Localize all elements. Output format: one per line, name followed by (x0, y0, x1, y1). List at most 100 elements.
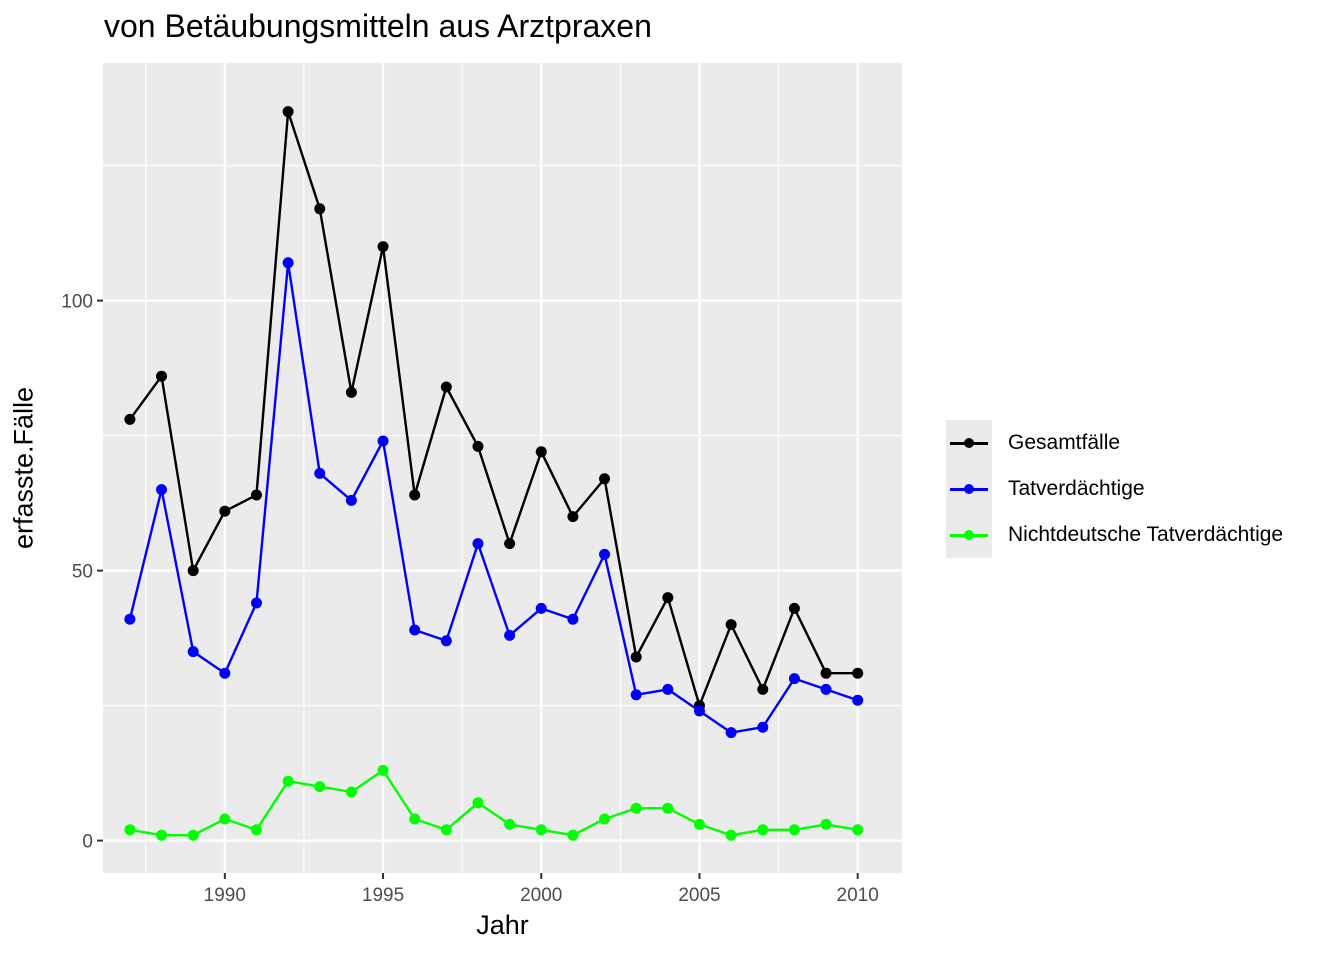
data-point (630, 802, 642, 814)
data-point (567, 829, 579, 841)
data-point (219, 667, 231, 679)
data-point (788, 673, 800, 685)
data-point (345, 494, 357, 506)
data-point (599, 813, 611, 825)
data-point (219, 505, 231, 517)
x-tick-label: 1995 (362, 885, 404, 906)
data-point (124, 413, 136, 425)
legend-item-gesamtfaelle: Gesamtfälle (946, 420, 1336, 466)
x-tick-label: 1990 (204, 885, 246, 906)
y-tick-label: 100 (61, 292, 93, 313)
data-point (124, 824, 136, 836)
data-point (567, 613, 579, 625)
legend-key-tatverdaechtige (946, 466, 992, 512)
data-point (124, 613, 136, 625)
data-point (440, 635, 452, 647)
data-point (662, 802, 674, 814)
data-point (662, 592, 674, 604)
data-point (535, 446, 547, 458)
data-point (377, 241, 389, 253)
data-point (725, 727, 737, 739)
legend-key-gesamtfaelle (946, 420, 992, 466)
data-point (757, 683, 769, 695)
data-point (599, 548, 611, 560)
data-point (377, 764, 389, 776)
data-point (187, 565, 199, 577)
legend-item-nichtdeutsche-tatverdaechtige: Nichtdeutsche Tatverdächtige (946, 512, 1336, 558)
data-point (377, 435, 389, 447)
data-point (820, 667, 832, 679)
data-point (472, 538, 484, 550)
data-point (852, 667, 864, 679)
data-point (693, 705, 705, 717)
data-point (693, 818, 705, 830)
legend: Gesamtfälle Tatverdächtige Nichtdeutsche… (946, 420, 1336, 558)
data-point (250, 489, 262, 501)
data-point (599, 473, 611, 485)
data-point (250, 597, 262, 609)
data-point (440, 381, 452, 393)
series-2 (124, 764, 864, 841)
data-point (535, 602, 547, 614)
data-point (440, 824, 452, 836)
legend-key-nichtdeutsche-tatverdaechtige (946, 512, 992, 558)
minor-gridlines (103, 63, 902, 873)
plot-panel (103, 63, 902, 873)
series-0 (124, 106, 864, 712)
x-axis-label: Jahr (476, 910, 529, 940)
data-point (504, 629, 516, 641)
data-point (409, 813, 421, 825)
axis-ticks: 1990 1995 2000 2005 2010 0 50 100 (61, 292, 879, 906)
series-line (128, 110, 858, 707)
x-tick-label: 2010 (837, 885, 879, 906)
data-point (630, 689, 642, 701)
data-point (409, 624, 421, 636)
data-point (282, 106, 294, 118)
data-point (250, 824, 262, 836)
data-point (472, 440, 484, 452)
data-point (820, 818, 832, 830)
data-point (156, 370, 168, 382)
data-point (314, 203, 326, 215)
y-axis-label: erfasste.Fälle (8, 386, 39, 550)
data-point (314, 781, 326, 793)
legend-label-tatverdaechtige: Tatverdächtige (1008, 477, 1145, 500)
data-point (156, 484, 168, 496)
series-1 (124, 257, 864, 739)
data-point (535, 824, 547, 836)
chart-title: von Betäubungsmitteln aus Arztpraxen (104, 8, 652, 44)
series-layer (124, 106, 864, 841)
data-point (187, 646, 199, 658)
data-point (187, 829, 199, 841)
x-tick-label: 2005 (678, 885, 720, 906)
y-tick-label: 50 (72, 562, 93, 583)
data-point (345, 386, 357, 398)
data-point (852, 824, 864, 836)
data-point (282, 257, 294, 269)
legend-item-tatverdaechtige: Tatverdächtige (946, 466, 1336, 512)
data-point (725, 829, 737, 841)
data-point (757, 824, 769, 836)
legend-label-gesamtfaelle: Gesamtfälle (1008, 431, 1121, 454)
data-point (567, 511, 579, 523)
data-point (219, 813, 231, 825)
data-point (156, 829, 168, 841)
data-point (314, 467, 326, 479)
data-point (504, 818, 516, 830)
x-tick-label: 2000 (520, 885, 562, 906)
data-point (409, 489, 421, 501)
major-gridlines (103, 63, 902, 873)
data-point (788, 824, 800, 836)
data-point (725, 619, 737, 631)
data-point (788, 602, 800, 614)
data-point (282, 775, 294, 787)
y-tick-label: 0 (82, 832, 93, 853)
legend-label-nichtdeutsche-tatverdaechtige: Nichtdeutsche Tatverdächtige (1008, 523, 1284, 546)
data-point (757, 721, 769, 733)
data-point (820, 683, 832, 695)
data-point (662, 683, 674, 695)
data-point (345, 786, 357, 798)
data-point (630, 651, 642, 663)
data-point (852, 694, 864, 706)
